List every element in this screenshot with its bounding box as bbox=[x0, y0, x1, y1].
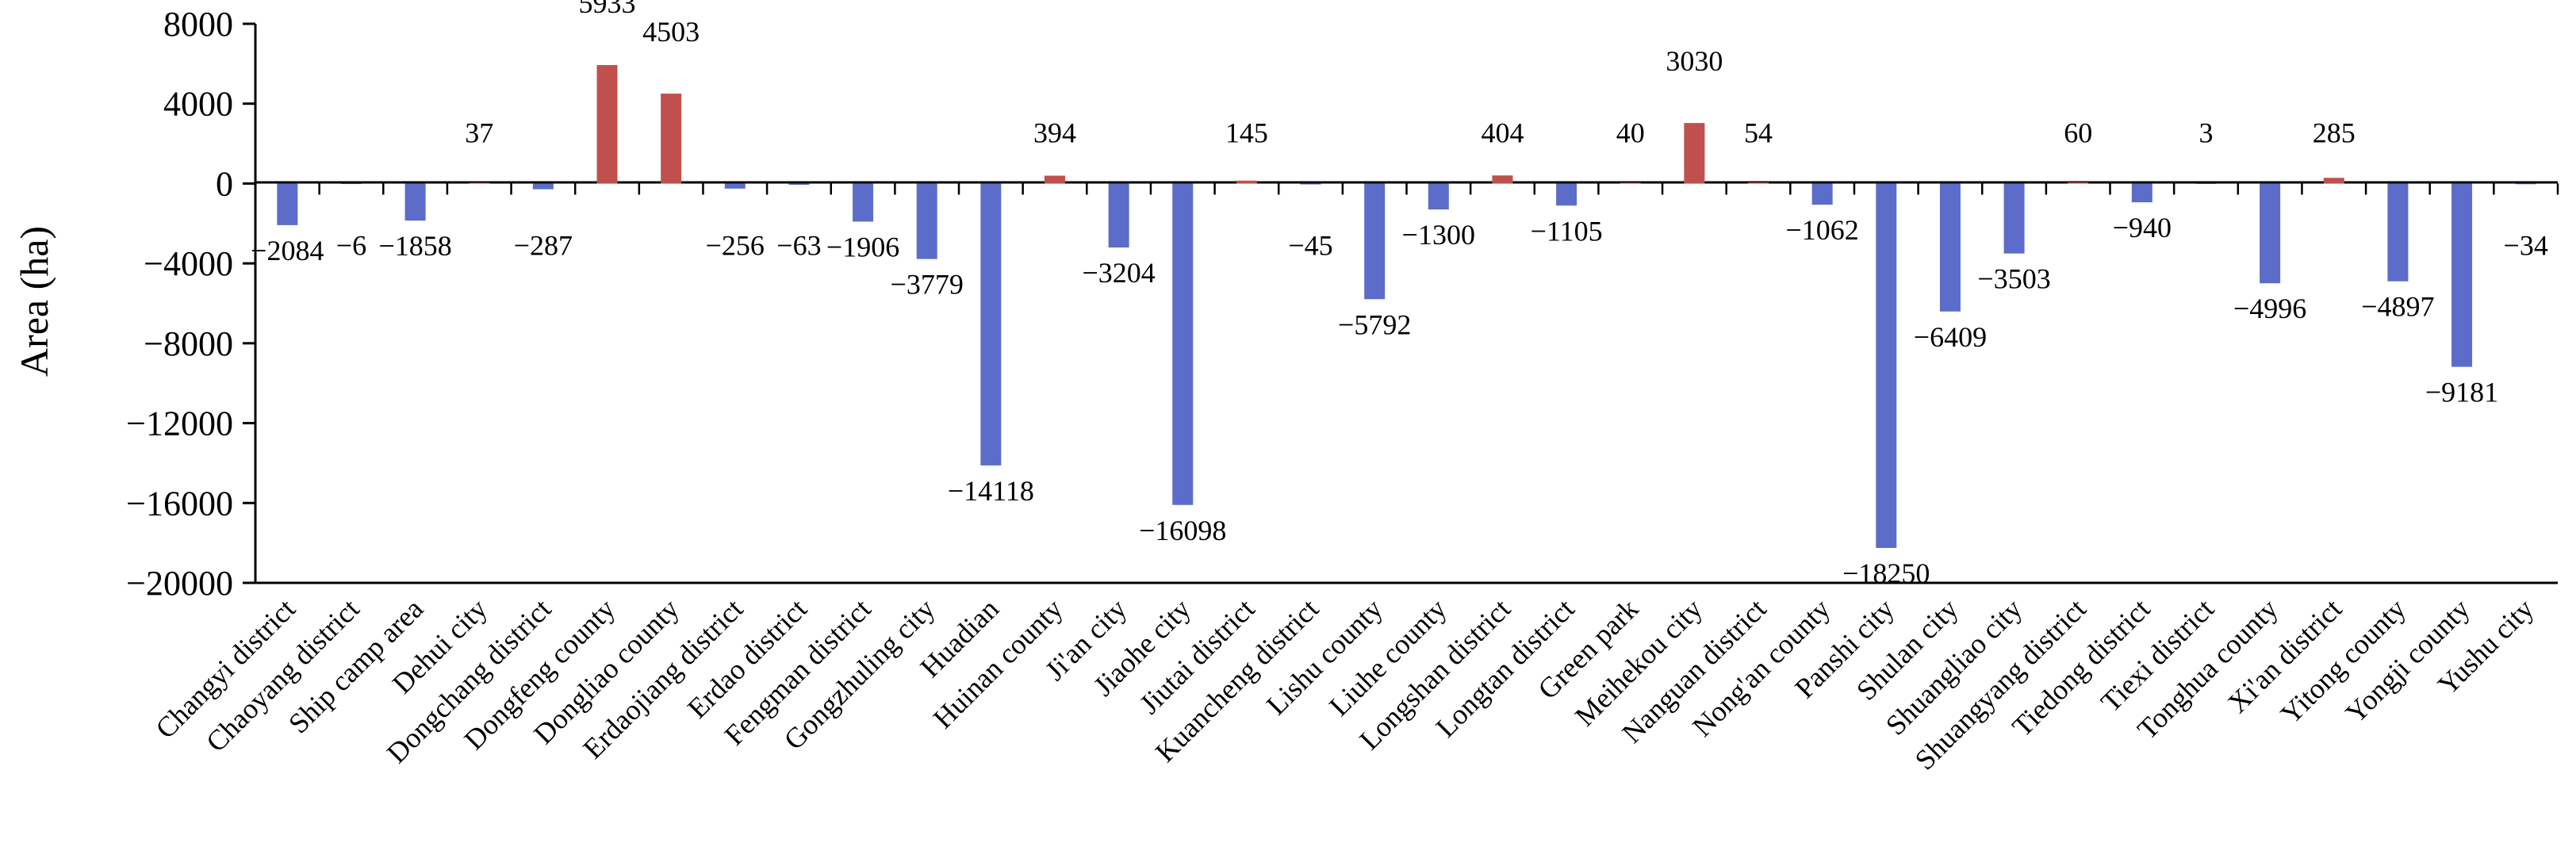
bar bbox=[1108, 183, 1129, 248]
data-label: 5933 bbox=[579, 0, 636, 19]
y-tick-label: 0 bbox=[216, 164, 233, 203]
bar bbox=[1492, 175, 1513, 184]
data-labels: −2084 −6 −1858 37 −287 5933 4503 −256 −63 −1906 −3… bbox=[251, 0, 2548, 589]
bar bbox=[404, 183, 426, 221]
y-tick-label: −4000 bbox=[144, 244, 233, 283]
y-tick-label: −12000 bbox=[126, 404, 233, 443]
data-label: 37 bbox=[465, 117, 493, 148]
bar bbox=[1556, 183, 1577, 206]
data-label: −9181 bbox=[2425, 377, 2498, 408]
bar bbox=[469, 182, 490, 184]
bar bbox=[1428, 183, 1449, 210]
bar bbox=[916, 183, 937, 259]
data-label: −1300 bbox=[1402, 219, 1475, 251]
bar bbox=[2260, 183, 2281, 284]
bar bbox=[2515, 183, 2536, 185]
bar bbox=[2323, 178, 2344, 184]
bar bbox=[596, 65, 618, 184]
data-label: −256 bbox=[706, 229, 765, 261]
bar bbox=[1620, 182, 1641, 184]
bar bbox=[1236, 180, 1257, 184]
bar bbox=[340, 183, 362, 185]
data-label: −45 bbox=[1288, 229, 1332, 261]
data-label: −3204 bbox=[1082, 257, 1155, 289]
data-label: −6409 bbox=[1914, 321, 1987, 353]
data-label: −16098 bbox=[1139, 515, 1226, 546]
data-label: −4996 bbox=[2233, 293, 2306, 324]
bar bbox=[1684, 123, 1705, 184]
bar bbox=[2131, 183, 2152, 203]
data-label: −1858 bbox=[378, 230, 451, 262]
y-tick-label: −16000 bbox=[126, 484, 233, 523]
y-tick-label: −20000 bbox=[126, 564, 233, 603]
bar bbox=[1364, 183, 1386, 300]
data-label: −6 bbox=[336, 229, 366, 261]
y-axis-title: Area (ha) bbox=[12, 226, 56, 377]
data-label: −1062 bbox=[1785, 214, 1858, 246]
bar bbox=[1172, 183, 1194, 505]
data-label: −3503 bbox=[1977, 263, 2050, 295]
data-label: −14118 bbox=[948, 475, 1034, 507]
bar bbox=[853, 183, 874, 222]
data-label: −1105 bbox=[1531, 215, 1603, 247]
data-label: −5792 bbox=[1338, 308, 1411, 340]
data-label: 394 bbox=[1033, 117, 1076, 148]
data-label: 40 bbox=[1616, 117, 1645, 148]
data-label: −4897 bbox=[2361, 291, 2434, 323]
bar bbox=[1811, 183, 1833, 205]
bar bbox=[2387, 183, 2409, 282]
bar bbox=[532, 183, 554, 190]
data-label: 54 bbox=[1744, 117, 1773, 148]
data-label: −3779 bbox=[891, 269, 964, 301]
bar bbox=[2003, 183, 2025, 254]
bar bbox=[980, 183, 1002, 465]
data-label: −940 bbox=[2113, 212, 2172, 243]
bars bbox=[277, 65, 2536, 548]
y-ticks: 8000 4000 0 −4000 −8000 −12000 −16000 −20000 bbox=[126, 5, 255, 603]
bar bbox=[1044, 175, 1065, 184]
data-label: −18250 bbox=[1842, 557, 1930, 589]
data-label: 145 bbox=[1225, 117, 1268, 148]
data-label: 60 bbox=[2064, 117, 2092, 148]
data-label: 4503 bbox=[642, 16, 700, 48]
data-label: 3 bbox=[2198, 117, 2213, 148]
data-label: 285 bbox=[2313, 117, 2356, 148]
data-label: −34 bbox=[2504, 229, 2548, 261]
bar bbox=[1939, 183, 1961, 312]
data-label: 3030 bbox=[1666, 45, 1723, 77]
bar bbox=[724, 183, 746, 189]
bar bbox=[1300, 183, 1321, 185]
data-label: −2084 bbox=[251, 235, 324, 266]
y-tick-label: 8000 bbox=[163, 5, 233, 44]
data-label: −63 bbox=[776, 229, 821, 261]
bar bbox=[1748, 182, 1769, 184]
data-label: −287 bbox=[514, 229, 573, 261]
y-tick-label: −8000 bbox=[144, 324, 233, 363]
bar bbox=[2195, 183, 2217, 184]
bar bbox=[788, 183, 810, 186]
bar bbox=[277, 183, 298, 225]
bar bbox=[661, 94, 682, 184]
bar bbox=[1876, 183, 1897, 548]
y-tick-label: 4000 bbox=[163, 85, 233, 124]
data-label: 404 bbox=[1481, 117, 1524, 148]
bar bbox=[2068, 182, 2089, 184]
x-ticks bbox=[254, 183, 2559, 195]
data-label: −1906 bbox=[826, 231, 899, 262]
bar bbox=[2451, 183, 2473, 367]
